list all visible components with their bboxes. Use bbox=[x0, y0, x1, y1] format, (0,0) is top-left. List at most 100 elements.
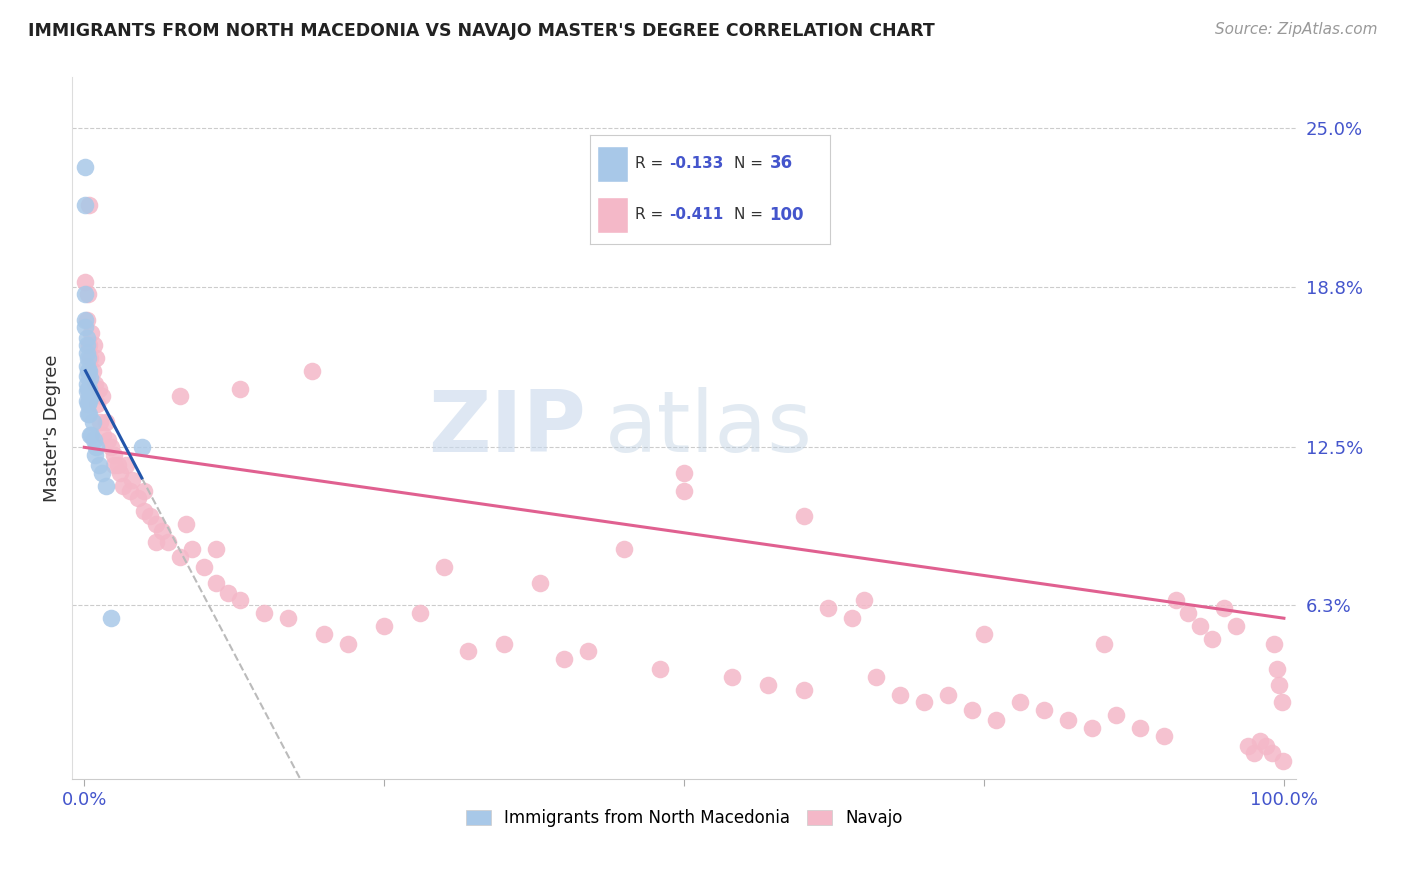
Point bbox=[97, 433, 120, 447]
Point bbox=[1270, 695, 1292, 709]
Point bbox=[77, 364, 100, 378]
Point bbox=[1271, 754, 1294, 768]
Point bbox=[89, 415, 111, 429]
Point bbox=[93, 427, 115, 442]
Point bbox=[1188, 619, 1211, 633]
Point bbox=[673, 466, 696, 480]
Point bbox=[111, 478, 134, 492]
Point bbox=[84, 351, 107, 365]
Point bbox=[1213, 601, 1236, 615]
Point bbox=[1033, 703, 1056, 717]
Point bbox=[76, 368, 98, 383]
Point bbox=[76, 382, 98, 396]
Point bbox=[1129, 721, 1152, 735]
Point bbox=[76, 384, 98, 399]
Point bbox=[648, 662, 671, 676]
Point bbox=[77, 338, 100, 352]
Point bbox=[91, 389, 114, 403]
Point bbox=[79, 427, 101, 442]
Point bbox=[76, 346, 98, 360]
Point bbox=[100, 611, 122, 625]
Point bbox=[157, 534, 180, 549]
Point bbox=[80, 427, 103, 442]
Point bbox=[84, 376, 107, 391]
Point bbox=[1201, 632, 1223, 646]
Point bbox=[1153, 729, 1175, 743]
Point bbox=[75, 160, 97, 174]
Point bbox=[1092, 637, 1115, 651]
Point bbox=[77, 382, 100, 396]
Point bbox=[82, 364, 104, 378]
Point bbox=[960, 703, 983, 717]
Point bbox=[150, 524, 173, 539]
Point bbox=[1105, 708, 1128, 723]
Point bbox=[756, 677, 779, 691]
Point bbox=[1237, 739, 1260, 753]
Point bbox=[253, 606, 276, 620]
Point bbox=[83, 338, 105, 352]
Point bbox=[75, 312, 97, 326]
Point bbox=[115, 458, 138, 472]
Point bbox=[1249, 733, 1271, 747]
Point bbox=[94, 478, 117, 492]
Point bbox=[673, 483, 696, 498]
Point bbox=[118, 483, 141, 498]
Point bbox=[1081, 721, 1104, 735]
Point bbox=[1225, 619, 1247, 633]
Point bbox=[576, 644, 599, 658]
Point bbox=[174, 516, 197, 531]
Point bbox=[973, 626, 995, 640]
Point bbox=[301, 364, 323, 378]
Point bbox=[314, 626, 336, 640]
Point bbox=[77, 407, 100, 421]
Point bbox=[841, 611, 863, 625]
Point bbox=[529, 575, 551, 590]
Point bbox=[110, 466, 132, 480]
Point bbox=[84, 448, 107, 462]
Point bbox=[433, 560, 456, 574]
Point bbox=[75, 320, 97, 334]
Point bbox=[169, 549, 191, 564]
Point bbox=[77, 394, 100, 409]
Text: Source: ZipAtlas.com: Source: ZipAtlas.com bbox=[1215, 22, 1378, 37]
Point bbox=[107, 458, 129, 472]
Point bbox=[80, 389, 103, 403]
Text: -0.133: -0.133 bbox=[669, 155, 723, 170]
Text: R =: R = bbox=[636, 155, 668, 170]
Point bbox=[76, 397, 98, 411]
Text: IMMIGRANTS FROM NORTH MACEDONIA VS NAVAJO MASTER'S DEGREE CORRELATION CHART: IMMIGRANTS FROM NORTH MACEDONIA VS NAVAJ… bbox=[28, 22, 935, 40]
Text: N =: N = bbox=[734, 207, 768, 222]
Point bbox=[131, 440, 153, 454]
Point bbox=[79, 371, 101, 385]
Point bbox=[337, 637, 360, 651]
Point bbox=[169, 389, 191, 403]
Point bbox=[793, 682, 815, 697]
Point bbox=[76, 376, 98, 391]
Text: -0.411: -0.411 bbox=[669, 207, 723, 222]
Point bbox=[1057, 713, 1080, 727]
Point bbox=[75, 275, 97, 289]
Point bbox=[76, 287, 98, 301]
Point bbox=[229, 593, 252, 607]
Point bbox=[87, 382, 110, 396]
Point bbox=[1164, 593, 1187, 607]
Point bbox=[76, 394, 98, 409]
Point bbox=[86, 397, 108, 411]
Point bbox=[75, 198, 97, 212]
Point bbox=[1243, 747, 1265, 761]
Point bbox=[100, 440, 122, 454]
Text: 36: 36 bbox=[769, 154, 793, 172]
Point bbox=[76, 364, 98, 378]
Point bbox=[721, 670, 744, 684]
Point bbox=[229, 382, 252, 396]
Point bbox=[181, 542, 204, 557]
Point bbox=[217, 585, 239, 599]
Point bbox=[889, 688, 911, 702]
Point bbox=[80, 326, 103, 340]
Point bbox=[613, 542, 636, 557]
Legend: Immigrants from North Macedonia, Navajo: Immigrants from North Macedonia, Navajo bbox=[458, 803, 910, 834]
Point bbox=[79, 389, 101, 403]
Point bbox=[145, 516, 167, 531]
Point bbox=[94, 415, 117, 429]
Text: 100: 100 bbox=[769, 206, 804, 224]
